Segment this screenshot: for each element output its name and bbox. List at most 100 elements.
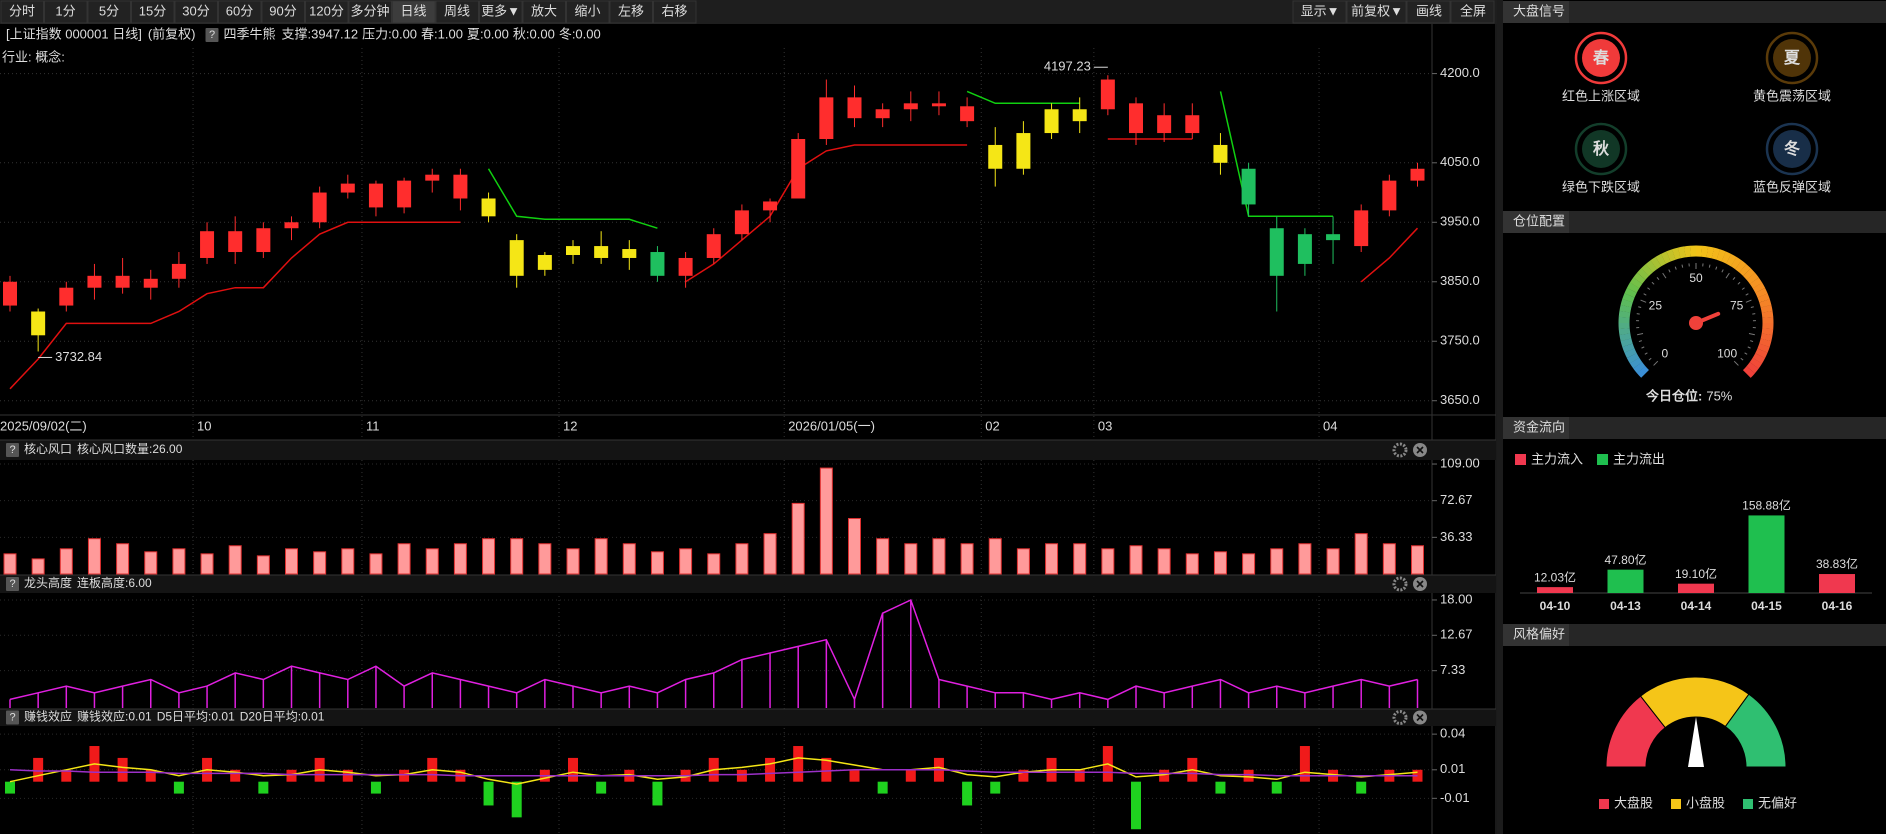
gauge-minor-tick	[1638, 306, 1642, 309]
toolbar-button[interactable]	[348, 0, 392, 24]
bar	[763, 533, 777, 575]
help-icon[interactable]: ?	[9, 711, 15, 723]
bar	[791, 502, 805, 575]
gauge-arc	[1650, 256, 1662, 270]
toolbar-label[interactable]: 缩小	[574, 3, 600, 18]
y-tick-label: 12.67	[1440, 627, 1473, 642]
help-icon[interactable]: ?	[9, 578, 15, 590]
toolbar-label[interactable]: 左移	[618, 3, 644, 18]
toolbar-button[interactable]	[131, 0, 175, 24]
gauge-arc	[1622, 343, 1635, 353]
candle-body	[368, 183, 383, 208]
settings-icon[interactable]	[1392, 576, 1408, 592]
close-icon[interactable]	[1416, 580, 1424, 588]
toolbar-button[interactable]	[305, 0, 349, 24]
toolbar-button[interactable]	[1406, 0, 1451, 24]
effect-bar	[1159, 769, 1170, 782]
help-icon[interactable]: ?	[209, 29, 215, 41]
settings-icon[interactable]	[1392, 442, 1408, 458]
gauge-minor-tick	[1740, 357, 1744, 361]
divider	[1497, 0, 1503, 834]
help-box[interactable]	[6, 577, 19, 591]
candle-body	[228, 231, 243, 253]
toolbar-button[interactable]	[479, 0, 523, 24]
toolbar-label[interactable]: 显示▼	[1301, 3, 1340, 18]
toolbar-label[interactable]: 放大	[531, 3, 557, 18]
flow-date: 04-13	[1610, 599, 1641, 613]
gauge-minor-tick	[1708, 264, 1711, 268]
gauge-arc	[1672, 247, 1681, 260]
flow-value-label: 47.80亿	[1604, 552, 1646, 567]
toolbar-label[interactable]: 多分钟	[350, 3, 389, 18]
toolbar-button[interactable]	[44, 0, 88, 24]
toolbar-label[interactable]: 右移	[661, 3, 687, 18]
gauge-minor-tick	[1653, 360, 1659, 366]
legend-swatch	[1743, 799, 1753, 809]
effect-bar	[370, 781, 381, 794]
candle-body	[397, 180, 412, 208]
panel-header	[0, 440, 1496, 460]
bar	[341, 548, 355, 575]
gauge-arc	[1742, 366, 1755, 378]
toolbar-button[interactable]	[609, 0, 653, 24]
bar	[3, 553, 17, 575]
toolbar-button[interactable]	[174, 0, 218, 24]
settings-icon[interactable]	[1392, 710, 1408, 725]
toolbar-label[interactable]: 120分	[309, 3, 344, 18]
gauge-minor-tick	[1638, 340, 1642, 343]
toolbar-label[interactable]: 60分	[226, 3, 253, 18]
toolbar-label[interactable]: 更多▼	[481, 3, 520, 18]
candle-body	[171, 263, 186, 279]
candle-body	[1410, 168, 1425, 181]
toolbar-button[interactable]	[1450, 0, 1495, 24]
bar	[59, 548, 73, 575]
help-box[interactable]	[205, 28, 219, 42]
toolbar-label[interactable]: 5分	[99, 3, 119, 18]
candle-body	[678, 257, 693, 276]
toolbar-button[interactable]	[87, 0, 131, 24]
toolbar-button[interactable]	[522, 0, 566, 24]
legend-label: 小盘股	[1686, 795, 1725, 810]
gauge-minor-tick	[1637, 333, 1644, 336]
toolbar-button[interactable]	[653, 0, 697, 24]
toolbar-label[interactable]: 15分	[139, 3, 166, 18]
toolbar-label[interactable]: 全屏	[1460, 3, 1486, 18]
close-icon[interactable]	[1416, 713, 1424, 722]
gauge-arc	[1735, 260, 1747, 273]
help-icon[interactable]: ?	[9, 444, 15, 456]
effect-bar	[596, 781, 607, 794]
gauge-tick-label: 75	[1730, 298, 1744, 312]
toolbar-label[interactable]: 周线	[444, 3, 470, 18]
toolbar-label[interactable]: 30分	[182, 3, 209, 18]
toolbar-label[interactable]: 分时	[9, 3, 35, 18]
close-icon[interactable]	[1416, 446, 1424, 454]
toolbar-button[interactable]	[392, 0, 436, 24]
help-box[interactable]	[6, 710, 19, 725]
toolbar-button[interactable]	[1292, 0, 1347, 24]
toolbar-label[interactable]: 90分	[269, 3, 296, 18]
signal-char: 夏	[1783, 49, 1801, 67]
candle-body	[87, 275, 102, 288]
signal-circle	[1582, 39, 1620, 77]
bar	[116, 543, 130, 575]
help-box[interactable]	[6, 443, 19, 457]
toolbar-label[interactable]: 画线	[1416, 3, 1442, 18]
gauge-arc	[1633, 272, 1646, 284]
style-segment	[1724, 693, 1787, 768]
gauge-arc	[1629, 357, 1643, 369]
toolbar-button[interactable]	[218, 0, 262, 24]
toolbar-button[interactable]	[566, 0, 610, 24]
toolbar-button[interactable]	[261, 0, 305, 24]
toolbar-button[interactable]	[1346, 0, 1407, 24]
bar	[988, 538, 1002, 575]
toolbar-label[interactable]: 1分	[55, 3, 75, 18]
readout: 支撑:3947.12	[282, 26, 359, 41]
toolbar-button[interactable]	[0, 0, 44, 24]
effect-bar	[1131, 781, 1141, 830]
gauge-arc	[1620, 298, 1633, 308]
y-tick-label: 18.00	[1440, 591, 1473, 606]
candle-body	[1297, 234, 1312, 264]
toolbar-button[interactable]	[435, 0, 479, 24]
toolbar-label[interactable]: 日线	[400, 3, 426, 18]
toolbar-label[interactable]: 前复权▼	[1351, 3, 1403, 18]
